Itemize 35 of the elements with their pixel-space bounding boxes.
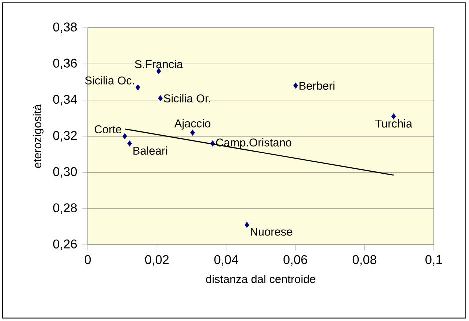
point: [122, 134, 128, 140]
annotation: Corte: [94, 126, 122, 134]
point: [128, 140, 132, 147]
x-tick-label: 0,08: [352, 255, 377, 266]
x-tick-label: 0,02: [145, 255, 169, 266]
x-tick-label: 0,1: [426, 255, 442, 266]
annotation: Berberi: [300, 82, 335, 90]
annotation: Ajaccio: [174, 119, 211, 130]
x-tick-label: 0: [84, 255, 92, 264]
point: [244, 222, 250, 228]
annotation: Sicilia Oc.: [85, 76, 134, 85]
y-tick-label: 0,32: [53, 131, 77, 142]
y-tick-label: 0,28: [53, 204, 78, 214]
y-tick-label: 0,30: [53, 167, 78, 178]
x-axis-title: distanza dal centroide: [206, 275, 316, 284]
point: [158, 96, 163, 102]
point: [210, 140, 216, 147]
y-tick-label: 0,38: [53, 22, 78, 34]
point: [190, 130, 196, 136]
y-tick-label: 0,34: [53, 95, 78, 106]
annotation: Camp.Oristano: [216, 138, 292, 149]
point: [136, 84, 140, 91]
point: [294, 82, 298, 89]
point: [156, 68, 162, 74]
y-tick-label: 0,26: [53, 240, 78, 250]
annotation: Turchia: [375, 120, 413, 128]
x-tick-label: 0,04: [214, 255, 238, 266]
annotation: Baleari: [134, 146, 168, 155]
annotation: S.Francia: [135, 60, 184, 68]
y-axis-title: eterozigosità: [33, 104, 44, 168]
annotation: Sicilia Or.: [164, 94, 210, 103]
y-tick-label: 0,36: [53, 58, 78, 70]
x-tick-label: 0,06: [284, 255, 308, 266]
annotation: Nuorese: [251, 228, 292, 236]
point: [392, 114, 396, 120]
